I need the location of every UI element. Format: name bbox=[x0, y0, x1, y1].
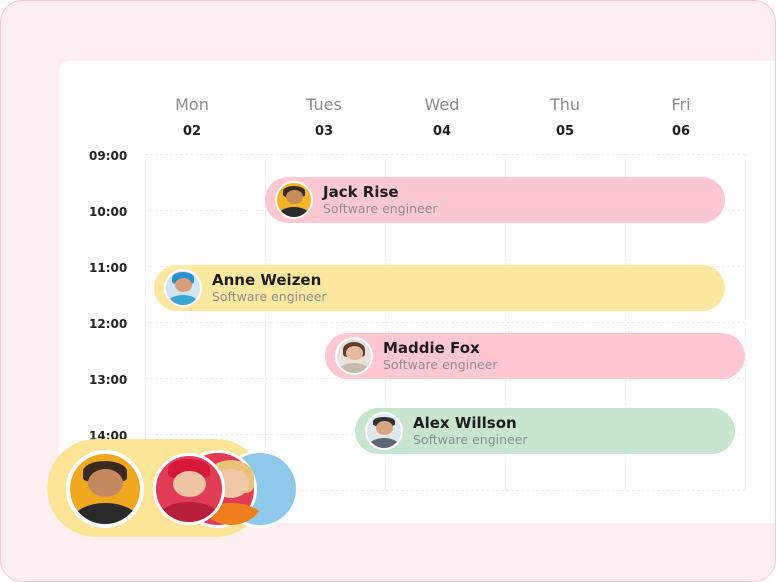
event-anne-weizen[interactable]: Anne Weizen Software engineer bbox=[154, 265, 725, 311]
event-person-name: Maddie Fox bbox=[383, 339, 480, 357]
day-name: Fri bbox=[671, 95, 691, 114]
event-person-role: Software engineer bbox=[383, 357, 498, 372]
event-maddie-fox[interactable]: Maddie Fox Software engineer bbox=[325, 333, 745, 379]
time-label: 11:00 bbox=[89, 261, 128, 275]
man-glasses-avatar bbox=[275, 181, 313, 219]
time-label: 12:00 bbox=[89, 317, 128, 331]
event-person-role: Software engineer bbox=[212, 289, 327, 304]
woman-blue-hat-avatar bbox=[164, 269, 202, 307]
time-label: 09:00 bbox=[89, 149, 128, 163]
day-name: Thu bbox=[549, 95, 581, 114]
event-jack-rise[interactable]: Jack Rise Software engineer bbox=[265, 177, 725, 223]
day-header-fri[interactable]: Fri 06 bbox=[641, 95, 721, 139]
woman-avatar bbox=[335, 337, 373, 375]
time-label: 13:00 bbox=[89, 373, 128, 387]
day-header-mon[interactable]: Mon 02 bbox=[152, 95, 232, 139]
day-header-tues[interactable]: Tues 03 bbox=[284, 95, 364, 139]
grid-row-line bbox=[145, 490, 745, 491]
day-header-wed[interactable]: Wed 04 bbox=[402, 95, 482, 139]
event-person-name: Jack Rise bbox=[323, 183, 399, 201]
day-name: Tues bbox=[306, 95, 342, 114]
member-1-face bbox=[67, 451, 143, 527]
man-cap-avatar bbox=[365, 412, 403, 450]
day-number: 03 bbox=[314, 124, 334, 139]
event-person-name: Anne Weizen bbox=[212, 271, 322, 289]
day-name: Wed bbox=[424, 95, 460, 114]
event-person-name: Alex Willson bbox=[413, 414, 517, 432]
day-name: Mon bbox=[175, 95, 209, 114]
event-alex-willson[interactable]: Alex Willson Software engineer bbox=[355, 408, 735, 454]
day-number: 05 bbox=[555, 124, 575, 139]
day-number: 06 bbox=[671, 124, 691, 139]
time-label: 10:00 bbox=[89, 205, 128, 219]
grid-row-line bbox=[145, 154, 745, 155]
event-person-role: Software engineer bbox=[323, 201, 438, 216]
day-number: 04 bbox=[432, 124, 452, 139]
day-number: 02 bbox=[182, 124, 202, 139]
grid-column-line bbox=[745, 154, 746, 490]
member-2-face bbox=[153, 453, 225, 525]
grid-row-line bbox=[145, 322, 745, 323]
day-header-thu[interactable]: Thu 05 bbox=[525, 95, 605, 139]
event-person-role: Software engineer bbox=[413, 432, 528, 447]
